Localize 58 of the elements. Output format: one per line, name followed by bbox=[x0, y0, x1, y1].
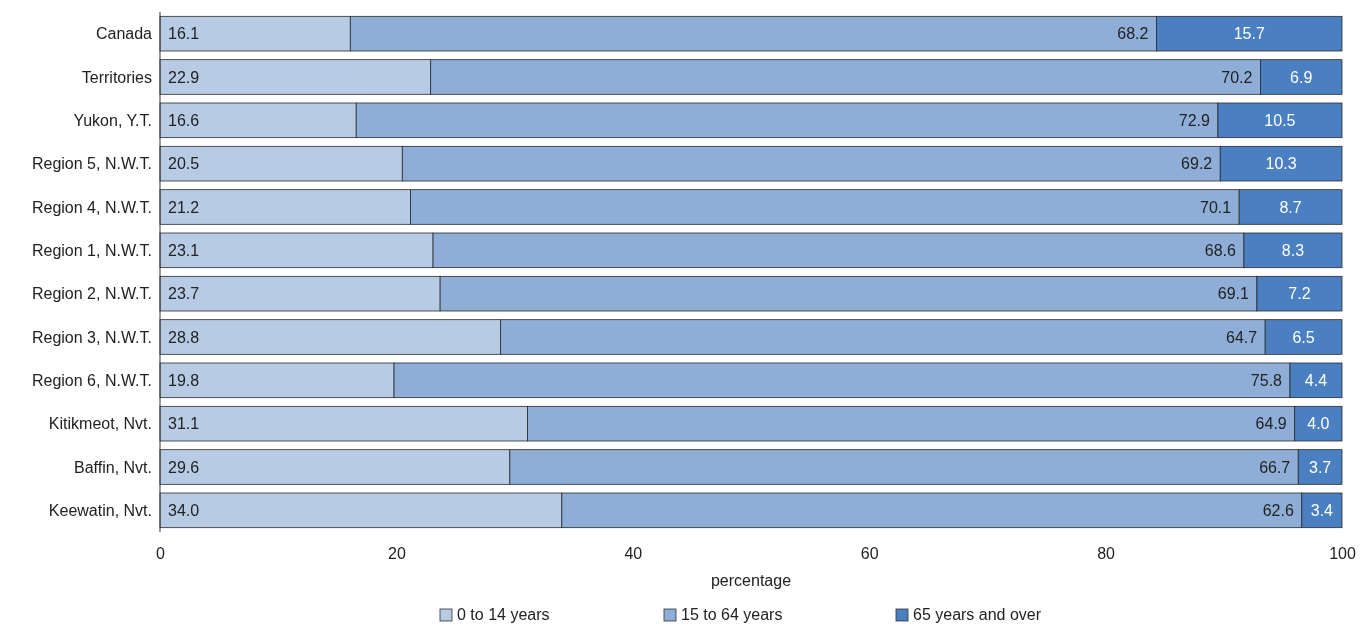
x-tick-label: 40 bbox=[624, 545, 643, 563]
x-axis-title: percentage bbox=[710, 572, 792, 589]
data-label: 6.5 bbox=[1292, 328, 1315, 346]
data-label: 16.1 bbox=[168, 25, 200, 43]
data-label: 8.7 bbox=[1279, 198, 1302, 216]
y-tick-label: Keewatin, Nvt. bbox=[48, 501, 152, 519]
data-label: 19.8 bbox=[168, 371, 200, 389]
data-label: 16.6 bbox=[168, 111, 200, 129]
data-label: 23.1 bbox=[168, 241, 200, 259]
data-label: 7.2 bbox=[1288, 285, 1311, 303]
y-tick-label: Region 1, N.W.T. bbox=[31, 241, 152, 259]
data-label: 20.5 bbox=[168, 155, 200, 173]
x-tick-label: 80 bbox=[1097, 545, 1116, 563]
data-label: 10.5 bbox=[1264, 111, 1296, 129]
data-label: 31.1 bbox=[168, 415, 200, 433]
y-tick-label: Region 6, N.W.T. bbox=[31, 371, 152, 389]
data-label: 62.6 bbox=[1262, 501, 1294, 519]
data-label: 22.9 bbox=[168, 68, 200, 86]
x-tick-label: 20 bbox=[388, 545, 406, 563]
legend-label: 0 to 14 years bbox=[457, 606, 550, 623]
y-tick-label: Region 4, N.W.T. bbox=[31, 198, 152, 216]
data-label: 68.2 bbox=[1117, 25, 1149, 43]
data-label: 70.2 bbox=[1221, 68, 1253, 86]
y-tick-label: Canada bbox=[95, 25, 153, 43]
data-label: 66.7 bbox=[1259, 458, 1291, 476]
data-label: 28.8 bbox=[168, 328, 200, 346]
data-label: 4.4 bbox=[1304, 371, 1328, 389]
data-label: 21.2 bbox=[168, 198, 200, 216]
y-tick-label: Region 2, N.W.T. bbox=[31, 285, 152, 303]
y-tick-label: Baffin, Nvt. bbox=[74, 458, 152, 476]
data-label: 29.6 bbox=[168, 458, 200, 476]
y-tick-label: Territories bbox=[81, 68, 152, 86]
y-tick-label: Yukon, Y.T. bbox=[73, 111, 152, 129]
data-label: 72.9 bbox=[1178, 111, 1210, 129]
legend-label: 15 to 64 years bbox=[681, 606, 783, 623]
data-label: 3.4 bbox=[1310, 501, 1334, 519]
data-label: 3.7 bbox=[1309, 458, 1332, 476]
x-tick-label: 100 bbox=[1329, 545, 1356, 563]
x-tick-label: 60 bbox=[860, 545, 879, 563]
y-tick-label: Region 5, N.W.T. bbox=[31, 155, 152, 173]
y-tick-label: Region 3, N.W.T. bbox=[31, 328, 152, 346]
data-label: 6.9 bbox=[1290, 68, 1313, 86]
data-label: 15.7 bbox=[1233, 25, 1265, 43]
data-label: 69.1 bbox=[1217, 285, 1249, 303]
data-label: 69.2 bbox=[1181, 155, 1213, 173]
data-label: 4.0 bbox=[1307, 415, 1330, 433]
data-label: 68.6 bbox=[1204, 241, 1236, 259]
y-tick-label: Kitikmeot, Nvt. bbox=[48, 415, 152, 433]
x-tick-label: 0 bbox=[156, 545, 166, 563]
data-label: 70.1 bbox=[1200, 198, 1232, 216]
data-label: 10.3 bbox=[1265, 155, 1297, 173]
data-label: 75.8 bbox=[1250, 371, 1283, 389]
legend-label: 65 years and over bbox=[913, 606, 1042, 623]
data-label: 34.0 bbox=[168, 501, 200, 519]
data-label: 64.7 bbox=[1226, 328, 1258, 346]
data-label: 64.9 bbox=[1255, 415, 1287, 433]
data-label: 23.7 bbox=[168, 285, 200, 303]
data-label: 8.3 bbox=[1281, 241, 1305, 259]
